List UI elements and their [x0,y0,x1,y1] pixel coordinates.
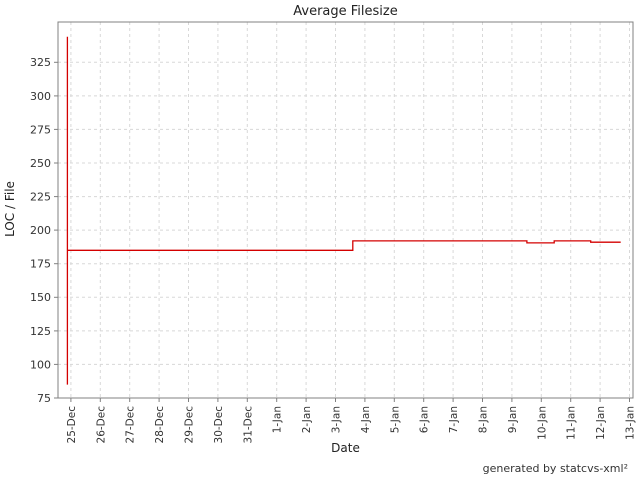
x-tick-label: 11-Jan [566,406,578,440]
x-tick-label: 2-Jan [301,406,313,433]
x-tick-label: 12-Jan [595,406,607,440]
y-tick-label: 325 [30,56,51,69]
x-tick-label: 13-Jan [625,406,637,440]
x-tick-label: 7-Jan [448,406,460,433]
x-tick-label: 27-Dec [125,406,137,444]
y-tick-label: 250 [30,157,51,170]
chart-title: Average Filesize [293,4,398,19]
x-tick-label: 6-Jan [419,406,431,433]
x-tick-label: 28-Dec [154,406,166,444]
y-tick-label: 125 [30,325,51,338]
x-tick-label: 4-Jan [360,406,372,433]
y-tick-label: 225 [30,190,51,203]
y-tick-label: 275 [30,123,51,136]
x-tick-label: 5-Jan [389,406,401,433]
x-tick-label: 30-Dec [213,406,225,444]
x-tick-label: 25-Dec [66,406,78,444]
y-tick-label: 75 [37,392,51,405]
x-tick-label: 8-Jan [478,406,490,433]
series-line-average-filesize [66,36,621,385]
y-tick-label: 100 [30,358,51,371]
x-tick-label: 26-Dec [95,406,107,444]
y-tick-label: 175 [30,258,51,271]
x-tick-label: 29-Dec [184,406,196,444]
y-tick-label: 300 [30,90,51,103]
x-tick-label: 1-Jan [272,406,284,433]
y-tick-label: 200 [30,224,51,237]
x-tick-label: 10-Jan [536,406,548,440]
generator-credit: generated by statcvs-xml² [482,462,628,475]
x-axis-title: Date [331,441,360,455]
x-tick-label: 3-Jan [331,406,343,433]
x-tick-label: 31-Dec [242,406,254,444]
plot-border [57,21,634,399]
y-tick-label: 150 [30,291,51,304]
x-tick-label: 9-Jan [507,406,519,433]
